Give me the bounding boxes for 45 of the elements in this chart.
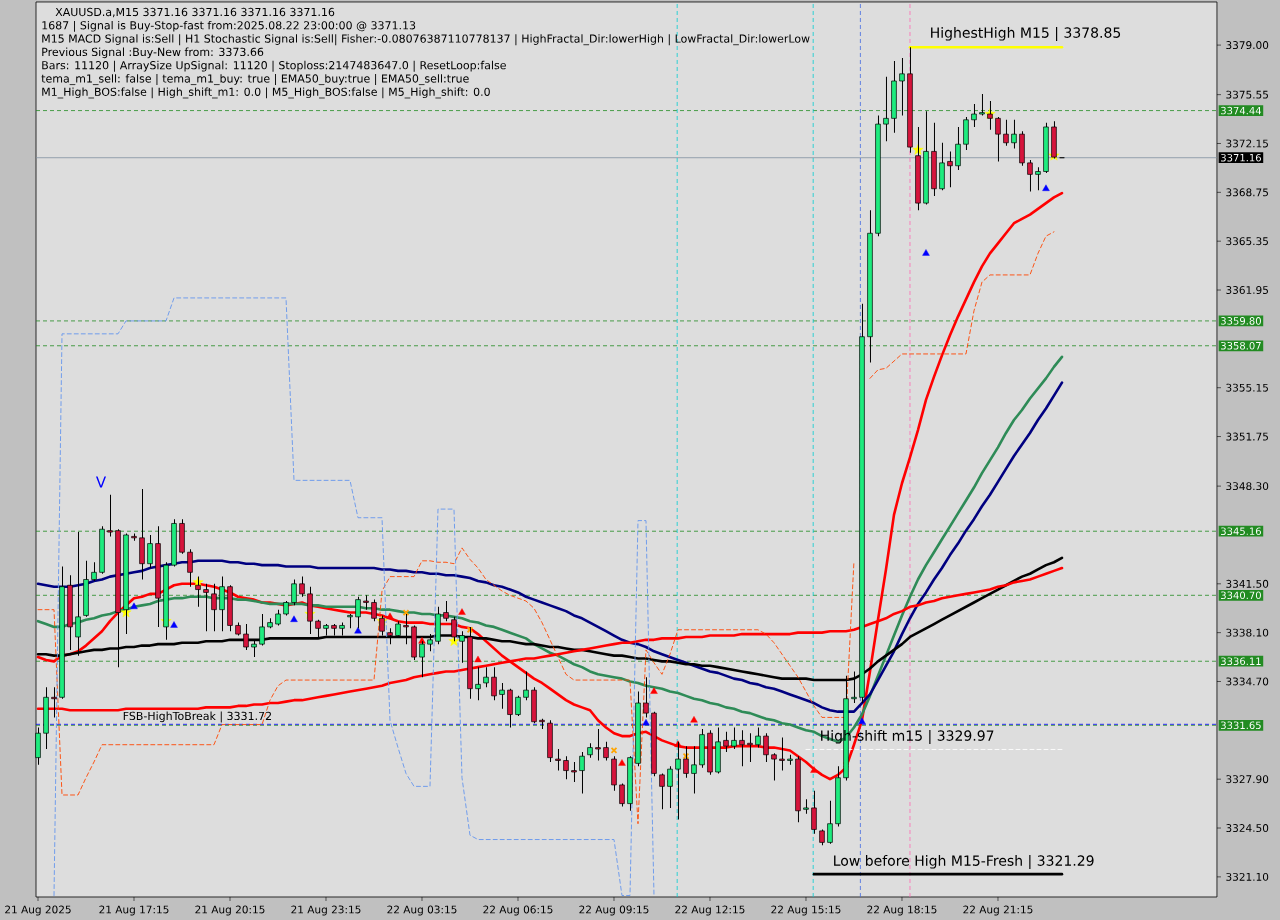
annotation: V (95, 476, 107, 488)
x-tick-label: 22 Aug 03:15 (387, 905, 457, 916)
y-tick-label: 3355.15 (1226, 383, 1268, 392)
x-tick-label: 22 Aug 21:15 (963, 905, 1033, 916)
annotation: Low before High M15-Fresh | 3321.29 (834, 854, 1094, 869)
y-tick-label: 3348.30 (1226, 482, 1269, 491)
y-tick-label: 3361.95 (1226, 286, 1268, 294)
y-tick-label: 3365.35 (1226, 237, 1268, 246)
y-tick-label: 3321.10 (1226, 872, 1269, 881)
ref-line-label: 3345.16 (1221, 527, 1261, 536)
x-tick-label: 22 Aug 15:15 (771, 905, 841, 916)
y-tick-label: 3341.50 (1226, 579, 1269, 588)
y-tick-label: 3372.15 (1226, 139, 1268, 148)
annotation: Bars: 11120 | ArraySize UpSignal: 11120 | Stoploss:2147483647.0 | ResetLoop:false (42, 60, 506, 72)
annotation: Previous Signal :Buy-New from: 3373.66 (42, 47, 264, 59)
x-tick-label: 22 Aug 09:15 (579, 905, 649, 916)
x-tick-label: 21 Aug 20:15 (195, 905, 265, 916)
y-tick-label: 3334.70 (1226, 677, 1269, 686)
x-tick-label: 21 Aug 2025 (5, 905, 71, 916)
y-tick-label: 3368.75 (1226, 188, 1268, 197)
x-tick-label: 22 Aug 18:15 (867, 905, 937, 916)
y-tick-label: 3351.75 (1226, 432, 1268, 441)
y-tick-label: 3379.00 (1226, 41, 1269, 50)
ref-line-label: 3331.65 (1221, 721, 1261, 730)
x-tick-label: 21 Aug 17:15 (99, 905, 169, 916)
ref-line-label: 3374.44 (1221, 106, 1262, 115)
annotation: HighestHigh M15 | 3378.85 (931, 26, 1121, 41)
y-tick-label: 3338.10 (1226, 628, 1269, 637)
x-tick-label: 22 Aug 12:15 (675, 905, 745, 916)
x-tick-label: 21 Aug 23:15 (291, 905, 361, 916)
x-tick-label: 22 Aug 06:15 (483, 905, 553, 916)
y-tick-label: 3375.55 (1226, 90, 1268, 99)
annotation: FSB-HighToBreak | 3331.72 (123, 711, 271, 723)
ref-line-label: 3336.11 (1221, 657, 1261, 666)
annotation: M1_High_BOS:false | High_shift_m1: 0.0 | M5_High_BOS:false | M5_High_shift: 0.0 (42, 87, 490, 99)
y-tick-label: 3327.90 (1226, 775, 1269, 784)
ref-line-label: 3358.07 (1221, 341, 1261, 350)
ref-line-label: 3371.16 (1221, 153, 1261, 162)
ref-line-label: 3359.80 (1221, 317, 1261, 325)
annotation: tema_m1_sell: false | tema_m1_buy: true | EMA50_buy:true | EMA50_sell:true (41, 74, 469, 86)
ref-line-label: 3340.70 (1221, 591, 1261, 600)
chart-title: XAUUSD.a,M15 3371.16 3371.16 3371.16 3371.16 (55, 7, 335, 18)
annotation: 1687 | Signal is Buy-Stop-fast from:2025.08.22 23:00:00 @ 3371.13 (42, 20, 416, 32)
y-tick-label: 3324.50 (1226, 824, 1269, 832)
annotation: M15 MACD Signal is:Sell | H1 Stochastic Signal is:Sell| Fisher:-0.08076387110778137 | HighFractal_Dir:lowerHigh | LowFractal_Dir:lowerLow (42, 34, 810, 46)
